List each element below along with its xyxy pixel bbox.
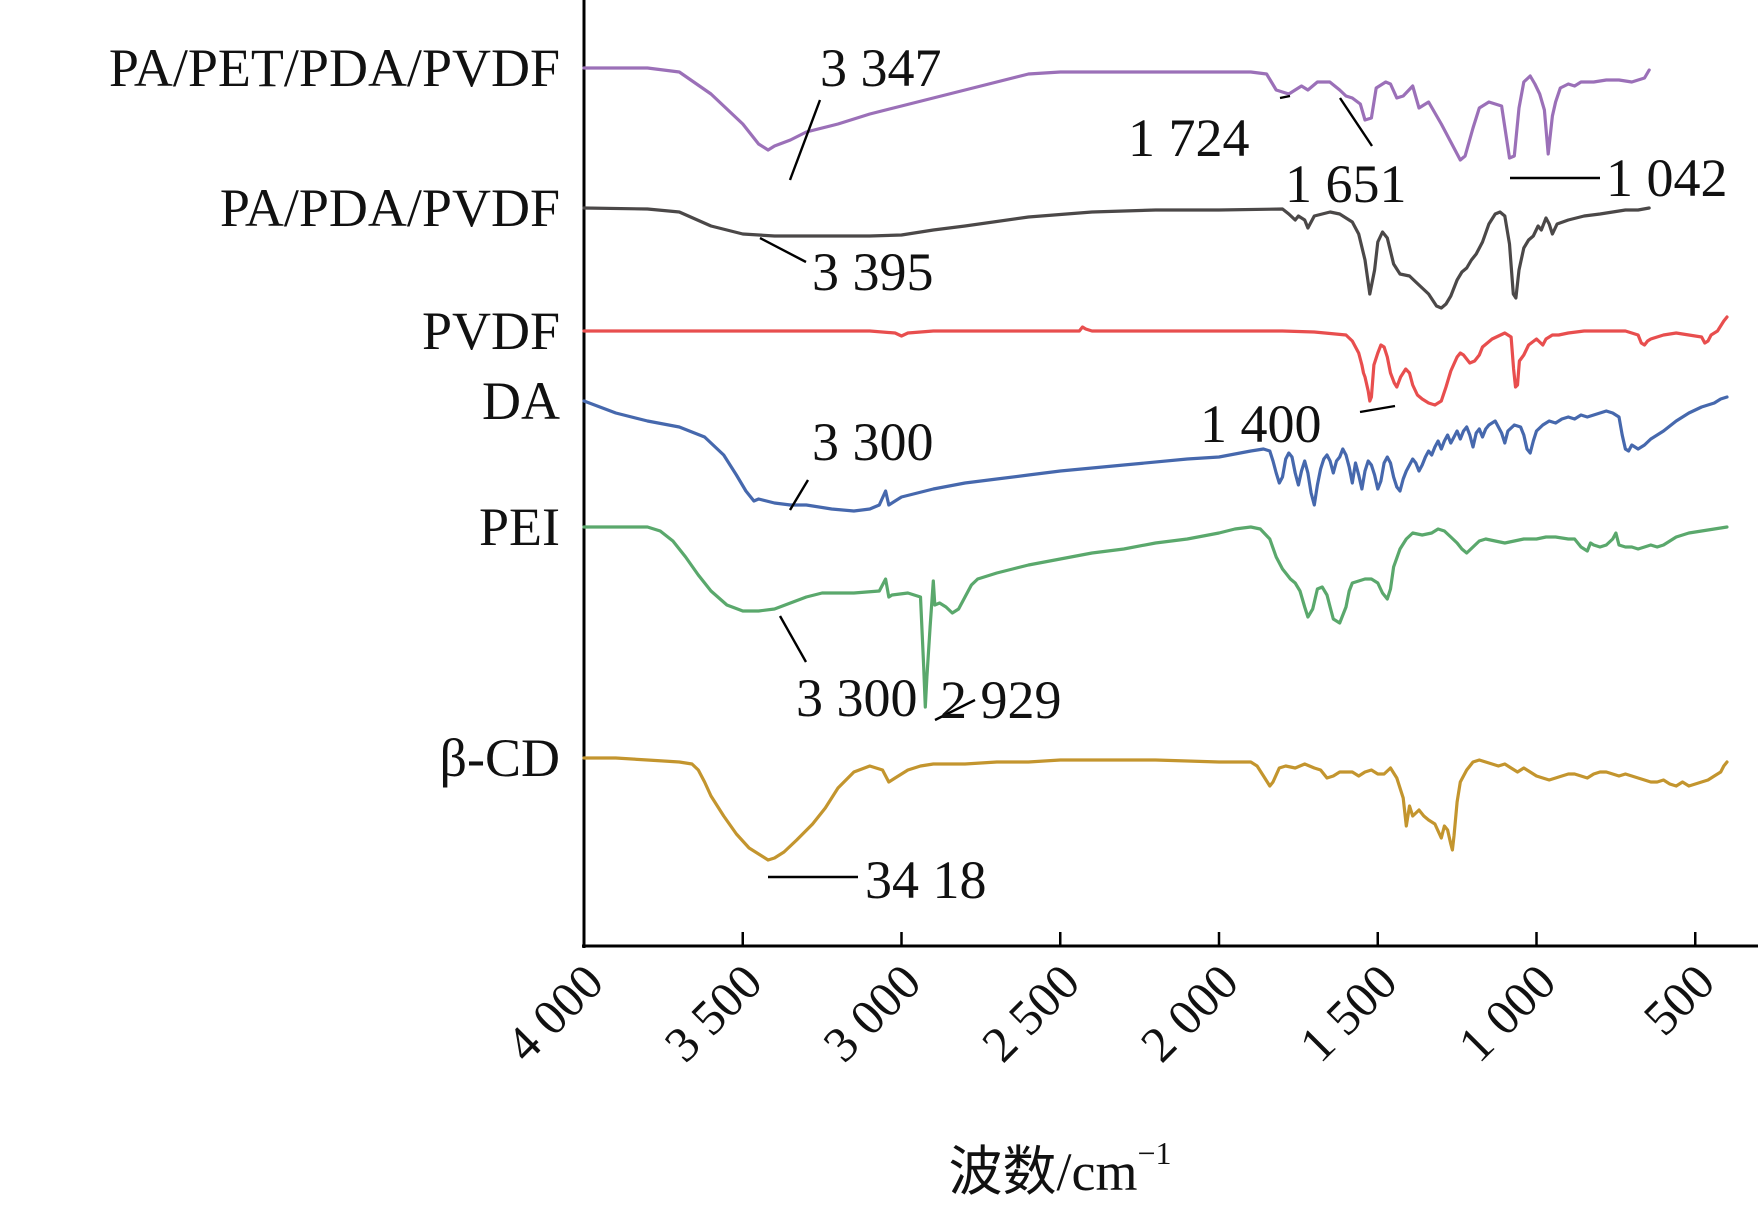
series-label-pei: PEI: [479, 497, 560, 557]
peak-annotation: 3 300: [812, 412, 934, 472]
x-tick-label: 4 000: [495, 953, 614, 1072]
series-labels: PA/PET/PDA/PVDF PA/PDA/PVDF PVDF DA PEI β-CD: [109, 38, 560, 788]
x-tick-label: 2 000: [1130, 953, 1249, 1072]
x-tick-label: 500: [1632, 953, 1725, 1046]
annotation-leader: [1359, 404, 1396, 414]
series-label-pvdf: PVDF: [422, 301, 560, 361]
series-line-pa-pda-pvdf: [582, 206, 1651, 310]
annotation-leader: [1279, 94, 1291, 100]
peak-annotation: 3 347: [820, 38, 942, 98]
annotation-leader: [788, 479, 810, 511]
peak-annotation: 1 651: [1285, 154, 1407, 214]
series-line-pvdf: [582, 315, 1729, 407]
annotation-leader: [788, 99, 822, 181]
annotation-leader: [759, 236, 807, 264]
peak-annotation: 34 18: [865, 850, 987, 910]
peak-annotation: 3 300: [796, 668, 918, 728]
annotation-leader: [1339, 97, 1373, 147]
spectra-curves: [582, 66, 1729, 862]
series-label-beta-cd: β-CD: [440, 728, 560, 788]
peak-annotations: 3 347 1 724 1 651 1 042 3 395 1 400 3 300 3 300…: [759, 38, 1728, 910]
series-label-da: DA: [482, 371, 560, 431]
peak-annotation: 3 395: [812, 242, 934, 302]
annotation-leader: [778, 615, 808, 663]
series-label-pa-pda-pvdf: PA/PDA/PVDF: [220, 178, 560, 238]
peak-annotation: 1 724: [1128, 108, 1250, 168]
series-line-da: [582, 395, 1729, 513]
x-tick-label: 2 500: [971, 953, 1090, 1072]
x-tick-label: 3 000: [812, 953, 931, 1072]
x-tick-label: 1 000: [1447, 953, 1566, 1072]
annotation-leader: [934, 698, 976, 722]
series-label-pa-pet-pda-pvdf: PA/PET/PDA/PVDF: [109, 38, 560, 98]
series-line-pa-pet-pda-pvdf: [582, 66, 1651, 162]
x-axis-title: 波数/cm−1: [948, 1135, 1171, 1202]
series-line-pei: [582, 525, 1729, 709]
x-axis-ticks: 4 000 3 500 3 000 2 500 2 000 1 500 1 000 500: [495, 932, 1725, 1072]
peak-annotation: 1 042: [1606, 148, 1728, 208]
peak-annotation: 2 929: [940, 670, 1062, 730]
x-tick-label: 1 500: [1288, 953, 1407, 1072]
x-tick-label: 3 500: [653, 953, 772, 1072]
peak-annotation: 1 400: [1200, 394, 1322, 454]
series-line-beta-cd: [582, 756, 1729, 862]
